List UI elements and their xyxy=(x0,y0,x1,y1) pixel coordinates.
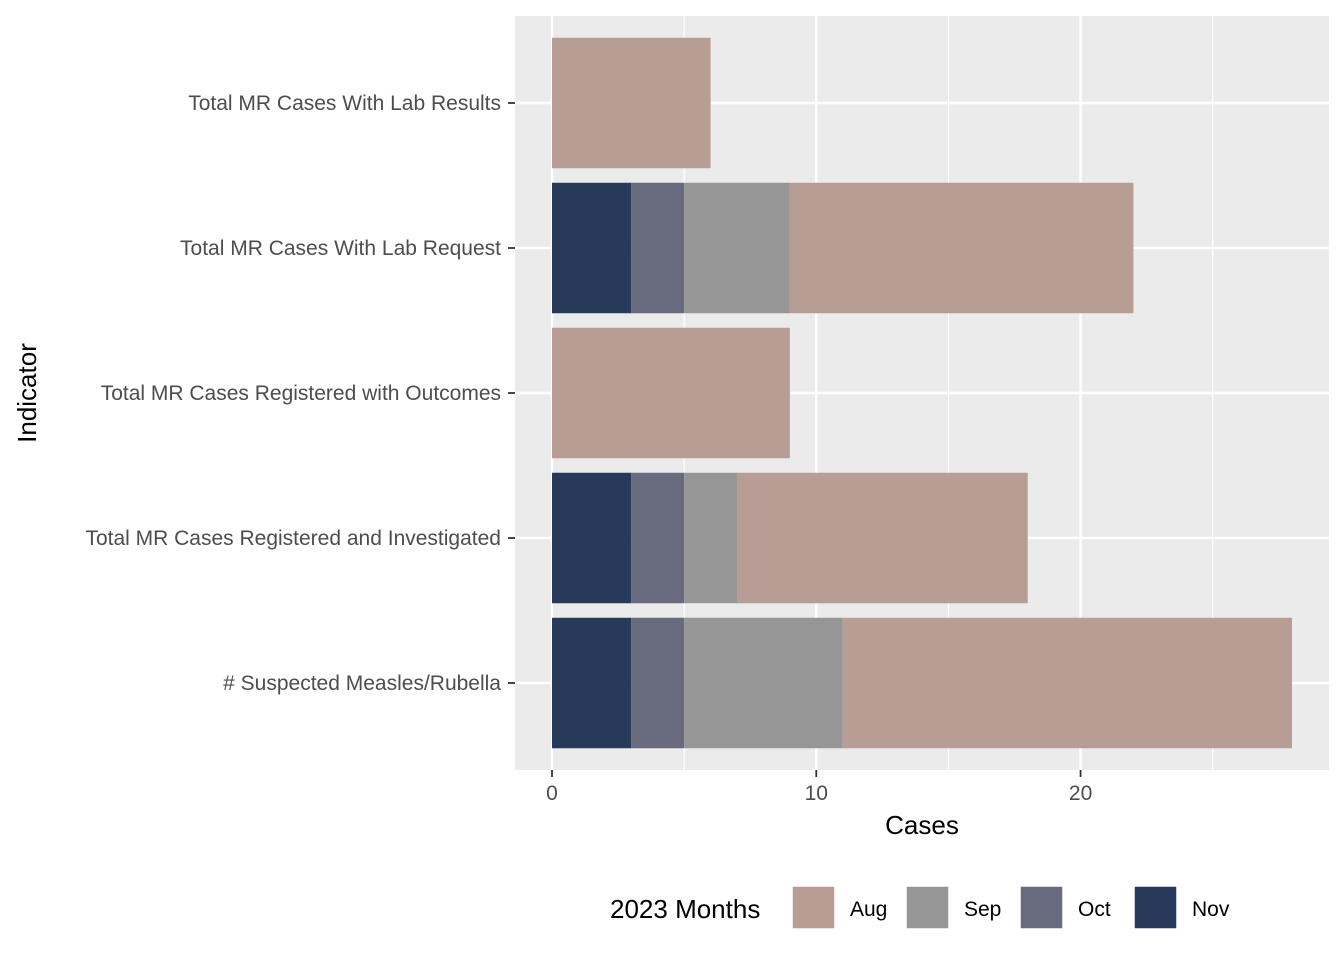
y-tick-label: # Suspected Measles/Rubella xyxy=(223,672,501,695)
legend-key-aug xyxy=(791,885,836,930)
bar-oct xyxy=(631,617,685,749)
y-axis: # Suspected Measles/Rubella Total MR Case… xyxy=(85,92,515,695)
legend-label-oct: Oct xyxy=(1078,898,1111,921)
y-tick-label: Total MR Cases With Lab Results xyxy=(188,92,501,115)
x-tick-label: 10 xyxy=(805,782,828,805)
bar-oct xyxy=(631,472,685,604)
bar-nov xyxy=(552,617,632,749)
y-tick-label: Total MR Cases Registered with Outcomes xyxy=(101,382,501,405)
legend-key-sep xyxy=(905,885,950,930)
bar-aug xyxy=(737,472,1028,604)
legend-label-nov: Nov xyxy=(1192,898,1230,921)
bar-nov xyxy=(552,182,632,314)
legend-key-nov xyxy=(1133,885,1178,930)
bar-nov xyxy=(552,472,632,604)
bars xyxy=(552,37,1292,749)
bar-aug xyxy=(789,182,1134,314)
x-axis: 0 10 20 xyxy=(546,770,1092,805)
legend-title: 2023 Months xyxy=(610,894,760,924)
legend-label-aug: Aug xyxy=(850,898,887,921)
legend: 2023 Months Aug Sep Oct Nov xyxy=(610,885,1230,930)
bar-sep xyxy=(684,617,843,749)
bar-aug xyxy=(842,617,1292,749)
bar-aug xyxy=(552,37,711,169)
y-tick-label: Total MR Cases With Lab Request xyxy=(180,237,501,260)
bar-sep xyxy=(684,472,737,604)
legend-key-oct xyxy=(1019,885,1064,930)
bar-oct xyxy=(631,182,685,314)
y-axis-title: Indicator xyxy=(12,343,42,443)
x-axis-title: Cases xyxy=(885,810,959,840)
bar-aug xyxy=(552,327,790,459)
x-tick-label: 20 xyxy=(1069,782,1092,805)
bar-sep xyxy=(684,182,790,314)
y-tick-label: Total MR Cases Registered and Investigat… xyxy=(85,527,501,550)
x-tick-label: 0 xyxy=(546,782,558,805)
legend-label-sep: Sep xyxy=(964,898,1001,921)
